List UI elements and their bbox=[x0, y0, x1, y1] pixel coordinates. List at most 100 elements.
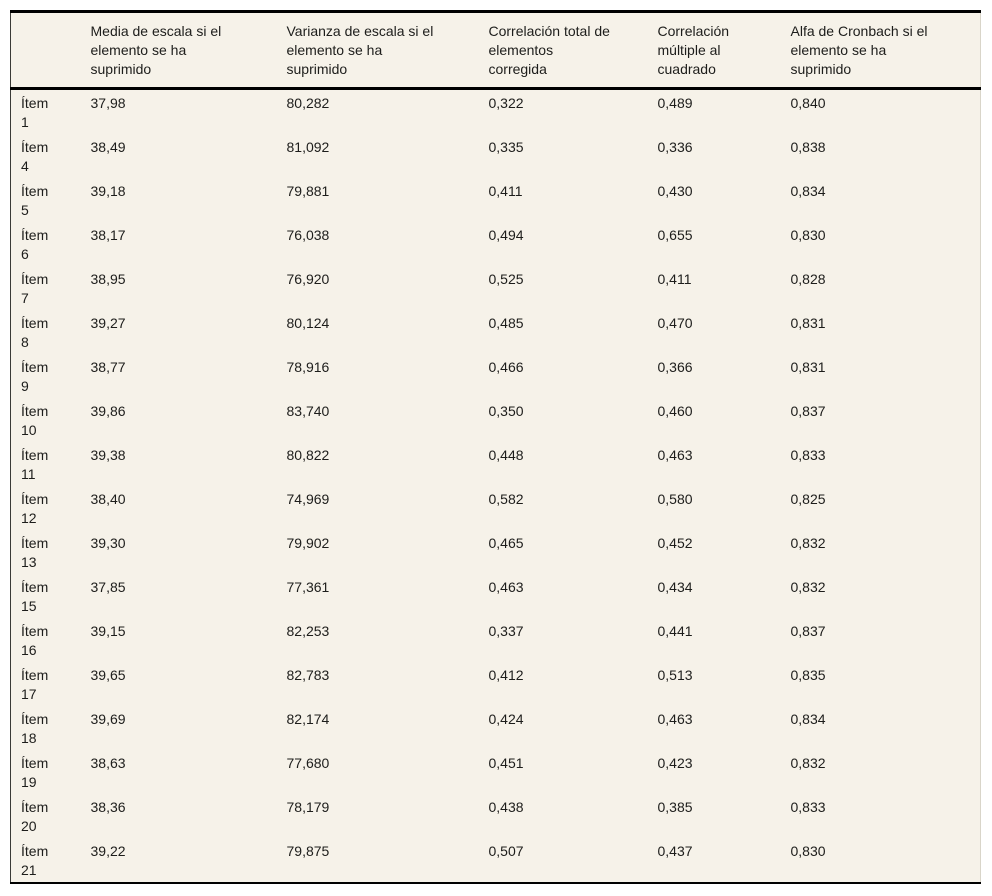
cell-media: 39,30 bbox=[90, 535, 126, 551]
cell-correlacion-total: 0,322 bbox=[488, 95, 524, 111]
cell-correlacion-multiple: 0,366 bbox=[657, 359, 693, 375]
header-row: Media de escala si el elemento se ha sup… bbox=[10, 11, 981, 90]
cell-media: 38,17 bbox=[90, 227, 126, 243]
cell-varianza: 79,902 bbox=[286, 535, 330, 551]
cell-varianza: 82,783 bbox=[286, 667, 330, 683]
table-row: Ítem 9 38,77 78,916 0,466 0,366 0,831 bbox=[11, 354, 981, 398]
cell-media: 38,95 bbox=[90, 271, 126, 287]
table-row: Ítem 10 39,86 83,740 0,350 0,460 0,837 bbox=[11, 398, 981, 442]
cell-media: 38,49 bbox=[90, 139, 126, 155]
table-row: Ítem 15 37,85 77,361 0,463 0,434 0,832 bbox=[11, 574, 981, 618]
cell-correlacion-multiple: 0,463 bbox=[657, 447, 693, 463]
cell-media: 39,18 bbox=[90, 183, 126, 199]
cell-varianza: 79,875 bbox=[286, 843, 330, 859]
cell-media: 37,85 bbox=[90, 579, 126, 595]
cell-varianza: 74,969 bbox=[286, 491, 330, 507]
cell-correlacion-multiple: 0,441 bbox=[657, 623, 693, 639]
cell-alfa: 0,834 bbox=[790, 711, 826, 727]
cell-correlacion-total: 0,448 bbox=[488, 447, 524, 463]
cell-correlacion-total: 0,412 bbox=[488, 667, 524, 683]
cell-correlacion-total: 0,335 bbox=[488, 139, 524, 155]
column-header-alfa: Alfa de Cronbach si el elemento se ha su… bbox=[786, 11, 981, 90]
cell-media: 38,77 bbox=[90, 359, 126, 375]
cell-correlacion-total: 0,424 bbox=[488, 711, 524, 727]
row-label: Ítem 9 bbox=[21, 359, 49, 394]
cell-alfa: 0,834 bbox=[790, 183, 826, 199]
cell-alfa: 0,830 bbox=[790, 227, 826, 243]
item-total-statistics-table: Media de escala si el elemento se ha sup… bbox=[10, 10, 981, 884]
row-label: Ítem 13 bbox=[21, 535, 49, 570]
row-label: Ítem 19 bbox=[21, 755, 49, 790]
cell-varianza: 81,092 bbox=[286, 139, 330, 155]
cell-varianza: 79,881 bbox=[286, 183, 330, 199]
cell-correlacion-total: 0,582 bbox=[488, 491, 524, 507]
table-row: Ítem 4 38,49 81,092 0,335 0,336 0,838 bbox=[11, 134, 981, 178]
cell-alfa: 0,832 bbox=[790, 535, 826, 551]
cell-varianza: 80,282 bbox=[286, 95, 330, 111]
cell-alfa: 0,840 bbox=[790, 95, 826, 111]
cell-varianza: 77,680 bbox=[286, 755, 330, 771]
row-label: Ítem 16 bbox=[21, 623, 49, 658]
cell-media: 39,22 bbox=[90, 843, 126, 859]
cell-correlacion-multiple: 0,489 bbox=[657, 95, 693, 111]
cell-alfa: 0,831 bbox=[790, 315, 826, 331]
cell-correlacion-multiple: 0,385 bbox=[657, 799, 693, 815]
cell-correlacion-multiple: 0,460 bbox=[657, 403, 693, 419]
cell-alfa: 0,832 bbox=[790, 755, 826, 771]
cell-correlacion-total: 0,465 bbox=[488, 535, 524, 551]
cell-alfa: 0,835 bbox=[790, 667, 826, 683]
cell-alfa: 0,838 bbox=[790, 139, 826, 155]
table-header: Media de escala si el elemento se ha sup… bbox=[10, 11, 981, 90]
cell-varianza: 76,920 bbox=[286, 271, 330, 287]
row-label: Ítem 8 bbox=[21, 315, 49, 350]
column-header-media: Media de escala si el elemento se ha sup… bbox=[86, 11, 283, 90]
cell-alfa: 0,833 bbox=[790, 799, 826, 815]
cell-correlacion-multiple: 0,452 bbox=[657, 535, 693, 551]
cell-alfa: 0,837 bbox=[790, 403, 826, 419]
cell-correlacion-multiple: 0,423 bbox=[657, 755, 693, 771]
row-label: Ítem 5 bbox=[21, 183, 49, 218]
row-label: Ítem 12 bbox=[21, 491, 49, 526]
cell-media: 39,86 bbox=[90, 403, 126, 419]
cell-correlacion-total: 0,438 bbox=[488, 799, 524, 815]
cell-varianza: 78,916 bbox=[286, 359, 330, 375]
row-label: Ítem 11 bbox=[21, 447, 49, 482]
row-label: Ítem 21 bbox=[21, 843, 49, 878]
row-label: Ítem 6 bbox=[21, 227, 49, 262]
cell-varianza: 78,179 bbox=[286, 799, 330, 815]
cell-alfa: 0,833 bbox=[790, 447, 826, 463]
row-label: Ítem 20 bbox=[21, 799, 49, 834]
row-label: Ítem 1 bbox=[21, 95, 49, 130]
cell-correlacion-total: 0,411 bbox=[488, 183, 523, 199]
cell-correlacion-total: 0,507 bbox=[488, 843, 524, 859]
cell-varianza: 82,174 bbox=[286, 711, 330, 727]
cell-correlacion-multiple: 0,336 bbox=[657, 139, 693, 155]
cell-media: 38,40 bbox=[90, 491, 126, 507]
cell-alfa: 0,828 bbox=[790, 271, 826, 287]
table-row: Ítem 6 38,17 76,038 0,494 0,655 0,830 bbox=[11, 222, 981, 266]
cell-correlacion-total: 0,466 bbox=[488, 359, 524, 375]
cell-media: 38,36 bbox=[90, 799, 126, 815]
corner-cell bbox=[10, 11, 87, 90]
cell-varianza: 83,740 bbox=[286, 403, 330, 419]
row-label: Ítem 15 bbox=[21, 579, 49, 614]
table-row: Ítem 21 39,22 79,875 0,507 0,437 0,830 bbox=[11, 838, 981, 883]
cell-alfa: 0,825 bbox=[790, 491, 826, 507]
column-header-correlacion-total: Correlación total de elementos corregida bbox=[484, 11, 654, 90]
table-row: Ítem 17 39,65 82,783 0,412 0,513 0,835 bbox=[11, 662, 981, 706]
cell-media: 39,38 bbox=[90, 447, 126, 463]
cell-correlacion-total: 0,350 bbox=[488, 403, 524, 419]
table-body: Ítem 1 37,98 80,282 0,322 0,489 0,840 Ít… bbox=[11, 89, 981, 884]
row-label: Ítem 18 bbox=[21, 711, 49, 746]
cell-correlacion-total: 0,525 bbox=[488, 271, 524, 287]
cell-correlacion-multiple: 0,513 bbox=[657, 667, 693, 683]
cell-correlacion-multiple: 0,655 bbox=[657, 227, 693, 243]
cell-media: 39,69 bbox=[90, 711, 126, 727]
cell-varianza: 77,361 bbox=[286, 579, 330, 595]
table-row: Ítem 16 39,15 82,253 0,337 0,441 0,837 bbox=[11, 618, 981, 662]
table-row: Ítem 18 39,69 82,174 0,424 0,463 0,834 bbox=[11, 706, 981, 750]
cell-correlacion-multiple: 0,411 bbox=[657, 271, 692, 287]
cell-correlacion-multiple: 0,430 bbox=[657, 183, 693, 199]
table-row: Ítem 11 39,38 80,822 0,448 0,463 0,833 bbox=[11, 442, 981, 486]
table-row: Ítem 13 39,30 79,902 0,465 0,452 0,832 bbox=[11, 530, 981, 574]
